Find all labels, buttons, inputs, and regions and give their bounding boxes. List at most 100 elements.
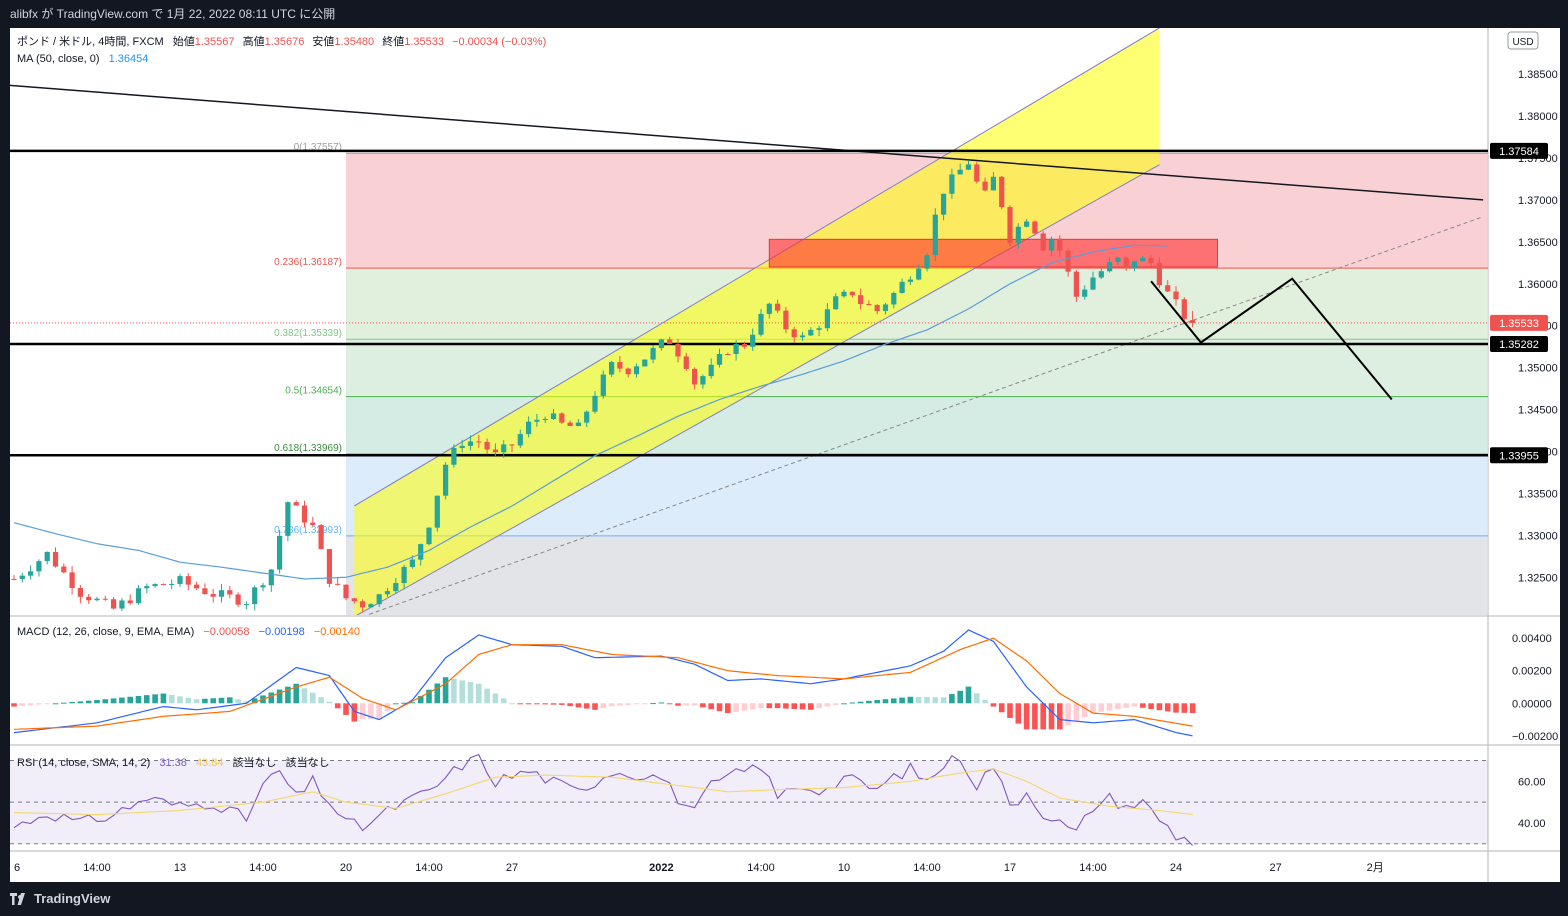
candle-body [476, 441, 482, 443]
time-tick-label: 14:00 [747, 862, 775, 874]
macd-histogram-bar [965, 686, 972, 704]
macd-histogram-bar [434, 683, 441, 704]
candle-body [335, 583, 341, 585]
rsi-label: RSI (14, close, SMA, 14, 2) [17, 757, 150, 769]
candle-body [127, 600, 133, 604]
publish-header: alibfx が TradingView.com で 1月 22, 2022 0… [0, 0, 1568, 28]
projection-path [1150, 277, 1393, 401]
candle-body [509, 444, 515, 446]
macd-histogram-bar [44, 703, 50, 705]
time-tick-label: 14:00 [913, 862, 941, 874]
candle-body [1098, 271, 1104, 278]
time-tick-label: 6 [14, 862, 20, 874]
macd-label: MACD (12, 26, close, 9, EMA, EMA) [17, 626, 194, 638]
price-tick-label: 1.33000 [1518, 530, 1558, 542]
candle-body [393, 583, 399, 592]
macd-histogram-bar [185, 697, 192, 704]
candle-body [443, 464, 449, 496]
brand-footer: TradingView [0, 882, 1568, 916]
macd-histogram-bar [1156, 703, 1163, 711]
macd-histogram-bar [127, 696, 133, 704]
candle-body [343, 584, 349, 599]
macd-histogram-bar [1106, 703, 1113, 711]
candle-body [94, 598, 100, 601]
time-tick-label: 10 [838, 862, 850, 874]
candle-body [11, 578, 17, 580]
macd-histogram-bar [891, 698, 897, 704]
price-tick-label: 1.36500 [1518, 237, 1558, 249]
candle-body [210, 593, 216, 597]
fib-zone [346, 535, 1488, 615]
candle-body [716, 353, 723, 365]
macd-histogram-bar [583, 703, 590, 709]
candle-body [858, 295, 864, 305]
chart-area[interactable]: 0(1.37557) 0.236(1.36187) 0.382(1.35339) 0.… [10, 28, 1560, 882]
candle-body [52, 551, 59, 567]
price-tick-label: 1.33500 [1518, 488, 1558, 500]
macd-histogram-bar [741, 703, 748, 711]
macd-histogram-bar [1007, 703, 1013, 718]
candle-body [990, 176, 996, 191]
macd-histogram-bar [85, 700, 92, 704]
price-tick-label: 1.34500 [1518, 405, 1558, 417]
macd-histogram-bar [509, 703, 515, 705]
macd-histogram-bar [69, 701, 75, 704]
price-overlay [1150, 277, 1393, 401]
macd-histogram-bar [168, 694, 175, 704]
fib-level-label: 0(1.37557) [294, 142, 342, 153]
low-value: 1.35480 [334, 36, 374, 48]
macd-histogram-bar [359, 703, 366, 720]
macd-histogram-bar [426, 689, 432, 704]
macd-histogram-bar [650, 703, 656, 705]
macd-histogram-bar [691, 703, 698, 706]
ma50-line [13, 244, 1168, 580]
macd-histogram-bar [119, 697, 125, 704]
candle-body [144, 586, 150, 589]
candle-body [526, 421, 532, 435]
macd-histogram-bar [642, 703, 648, 705]
macd-histogram-bar [774, 703, 781, 709]
candle-body [202, 588, 208, 594]
candle-body [882, 304, 889, 312]
rsi-layer [10, 753, 1488, 846]
candle-body [750, 334, 756, 347]
macd-histogram-bar [326, 701, 333, 704]
macd-histogram-bar [401, 702, 407, 704]
channel-upper-line [354, 28, 1160, 507]
macd-line [13, 629, 1193, 737]
ma-legend: MA (50, close, 0) 1.36454 [17, 53, 148, 65]
macd-histogram-bar [924, 697, 930, 704]
candle-body [658, 339, 664, 349]
macd-histogram-bar [1015, 703, 1022, 724]
candle-body [675, 344, 681, 357]
candle-body [252, 587, 258, 605]
macd-histogram-bar [160, 693, 167, 704]
candle-body [119, 600, 125, 609]
macd-histogram-bar [476, 683, 482, 704]
candle-body [484, 441, 490, 450]
time-tick-label: 14:00 [249, 862, 277, 874]
macd-histogram-bar [36, 703, 42, 705]
currency-box[interactable] [1507, 31, 1539, 50]
macd-histogram-bar [61, 702, 67, 704]
chart-svg[interactable]: 0(1.37557) 0.236(1.36187) 0.382(1.35339) 0.… [10, 28, 1560, 882]
macd-histogram-bar [27, 703, 34, 706]
macd-histogram-bar [824, 703, 831, 707]
macd-histogram-bar [1181, 703, 1188, 713]
candle-body [733, 344, 739, 355]
macd-histogram-bar [492, 693, 499, 704]
price-layer: 0(1.37557) 0.236(1.36187) 0.382(1.35339) 0.… [10, 28, 1488, 615]
candle-body [268, 569, 274, 586]
macd-histogram-bar [567, 703, 573, 707]
candle-body [77, 587, 83, 597]
candle-body [1057, 238, 1063, 251]
candle-body [401, 566, 407, 584]
candle-body [467, 441, 474, 446]
candle-body [135, 588, 142, 604]
low-label: 安値 [312, 34, 334, 48]
candle-body [542, 419, 548, 421]
candle-body [44, 551, 50, 562]
time-tick-label: 27 [1269, 862, 1281, 874]
time-tick-label: 13 [174, 862, 186, 874]
